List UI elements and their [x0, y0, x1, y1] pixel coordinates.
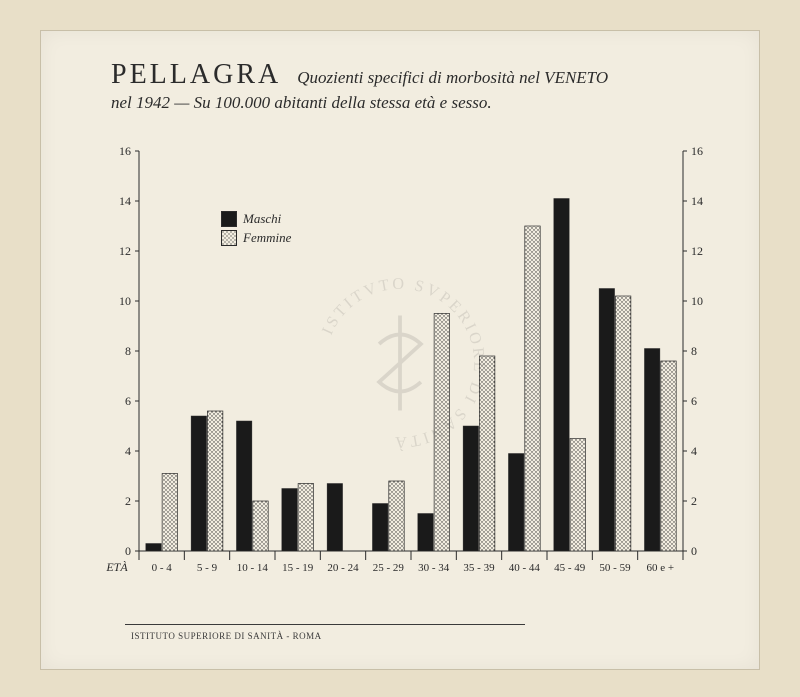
bar-maschi — [554, 199, 569, 552]
svg-text:ETÀ: ETÀ — [105, 560, 128, 574]
bar-femmine — [298, 484, 313, 552]
svg-text:8: 8 — [125, 344, 131, 358]
svg-text:35 - 39: 35 - 39 — [463, 562, 495, 574]
title-block: PELLAGRA Quozienti specifici di morbosit… — [111, 59, 711, 113]
bar-maschi — [508, 454, 523, 552]
legend-swatch-dots-icon — [221, 230, 237, 246]
svg-text:14: 14 — [119, 194, 131, 208]
svg-text:0: 0 — [125, 544, 131, 558]
legend-label-femmine: Femmine — [243, 230, 291, 246]
bar-femmine — [661, 361, 676, 551]
bar-maschi — [372, 504, 387, 552]
legend-item-femmine: Femmine — [221, 230, 291, 246]
legend-swatch-solid-icon — [221, 211, 237, 227]
bar-femmine — [434, 314, 449, 552]
bar-femmine — [615, 296, 630, 551]
footer-divider — [125, 624, 525, 625]
svg-text:4: 4 — [691, 444, 697, 458]
svg-text:12: 12 — [691, 244, 703, 258]
svg-text:10: 10 — [691, 294, 703, 308]
bar-maschi — [644, 349, 659, 552]
legend-label-maschi: Maschi — [243, 211, 281, 227]
svg-text:4: 4 — [125, 444, 131, 458]
svg-text:5 - 9: 5 - 9 — [197, 562, 218, 574]
bar-maschi — [236, 421, 251, 551]
svg-text:10 - 14: 10 - 14 — [237, 562, 269, 574]
svg-text:45 - 49: 45 - 49 — [554, 562, 586, 574]
svg-text:0: 0 — [691, 544, 697, 558]
bar-maschi — [463, 426, 478, 551]
svg-text:40 - 44: 40 - 44 — [509, 562, 541, 574]
bar-femmine — [162, 474, 177, 552]
svg-text:25 - 29: 25 - 29 — [373, 562, 405, 574]
svg-text:12: 12 — [119, 244, 131, 258]
bar-maschi — [282, 489, 297, 552]
chart-subtitle-1: Quozienti specifici di morbosità nel VEN… — [297, 68, 608, 87]
photo-frame: PELLAGRA Quozienti specifici di morbosit… — [40, 30, 760, 670]
bar-maschi — [327, 484, 342, 552]
svg-text:6: 6 — [691, 394, 697, 408]
bar-chart-svg: 0 0 2 2 4 4 6 6 8 8 10 10 12 12 14 14 16 16 0 - 4 5 - 9 10 -… — [101, 141, 721, 591]
bar-femmine — [253, 501, 268, 551]
footer-text: ISTITUTO SUPERIORE DI SANITÀ - ROMA — [131, 631, 322, 641]
bar-femmine — [525, 226, 540, 551]
svg-text:30 - 34: 30 - 34 — [418, 562, 450, 574]
bar-maschi — [599, 289, 614, 552]
legend-item-maschi: Maschi — [221, 211, 291, 227]
svg-text:60 e +: 60 e + — [647, 562, 675, 574]
svg-text:15 - 19: 15 - 19 — [282, 562, 314, 574]
svg-text:14: 14 — [691, 194, 703, 208]
bar-femmine — [570, 439, 585, 552]
svg-text:2: 2 — [691, 494, 697, 508]
svg-text:10: 10 — [119, 294, 131, 308]
svg-text:20 - 24: 20 - 24 — [327, 562, 359, 574]
svg-text:2: 2 — [125, 494, 131, 508]
svg-text:16: 16 — [119, 144, 131, 158]
bar-femmine — [207, 411, 222, 551]
legend: Maschi Femmine — [221, 211, 291, 249]
chart-area: Maschi Femmine 0 0 2 2 4 4 6 6 8 8 10 10 12 12 14 14 16 1… — [101, 141, 721, 591]
bar-maschi — [146, 544, 161, 552]
bar-maschi — [191, 416, 206, 551]
chart-subtitle-2: nel 1942 — Su 100.000 abitanti della ste… — [111, 93, 711, 113]
bar-femmine — [479, 356, 494, 551]
svg-text:0 - 4: 0 - 4 — [152, 562, 173, 574]
bar-maschi — [418, 514, 433, 552]
svg-text:50 - 59: 50 - 59 — [599, 562, 631, 574]
svg-text:8: 8 — [691, 344, 697, 358]
svg-text:16: 16 — [691, 144, 703, 158]
chart-title: PELLAGRA — [111, 59, 281, 90]
svg-text:6: 6 — [125, 394, 131, 408]
bar-femmine — [389, 481, 404, 551]
